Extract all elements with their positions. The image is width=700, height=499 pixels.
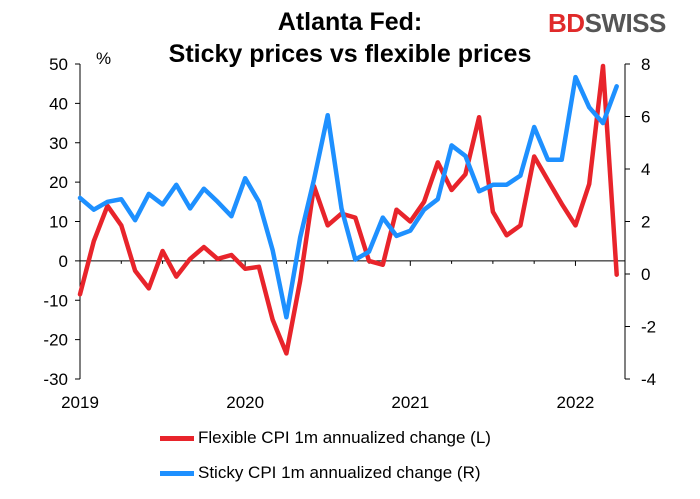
legend-item-flexible: Flexible CPI 1m annualized change (L) xyxy=(160,427,491,449)
right-axis-tick-label: 6 xyxy=(641,108,650,127)
x-axis-tick-label: 2020 xyxy=(226,393,264,412)
left-axis-tick-label: 50 xyxy=(49,55,68,74)
series-line-sticky xyxy=(77,74,619,320)
legend-swatch-sticky xyxy=(160,470,194,476)
left-axis-tick-label: 30 xyxy=(49,134,68,153)
right-axis-tick-label: 4 xyxy=(641,160,650,179)
x-axis-tick-label: 2022 xyxy=(557,393,595,412)
left-axis-tick-label: -10 xyxy=(43,291,68,310)
legend-label-sticky: Sticky CPI 1m annualized change (R) xyxy=(198,463,481,482)
x-axis-tick-label: 2021 xyxy=(391,393,429,412)
right-axis-tick-label: 0 xyxy=(641,265,650,284)
left-axis-tick-label: 0 xyxy=(59,252,68,271)
chart-title-line1: Atlanta Fed: xyxy=(277,8,423,36)
left-axis-tick-label: 20 xyxy=(49,173,68,192)
left-axis-tick-label: -30 xyxy=(43,370,68,389)
brand-logo: BDSWISS xyxy=(548,8,666,39)
left-axis-tick-label: -20 xyxy=(43,331,68,350)
brand-logo-part1: BD xyxy=(548,8,585,38)
left-axis-unit-label: % xyxy=(96,49,111,68)
left-axis-tick-label: 10 xyxy=(49,213,68,232)
legend-swatch-flexible xyxy=(160,435,194,441)
chart-title-line2: Sticky prices vs flexible prices xyxy=(168,40,532,68)
brand-logo-part2: SWISS xyxy=(584,8,667,38)
legend-label-flexible: Flexible CPI 1m annualized change (L) xyxy=(198,428,491,447)
series-line-flexible xyxy=(77,63,619,356)
right-axis-tick-label: 8 xyxy=(641,55,650,74)
legend-item-sticky: Sticky CPI 1m annualized change (R) xyxy=(160,462,481,484)
right-axis-tick-label: -2 xyxy=(641,318,656,337)
right-axis-tick-label: 2 xyxy=(641,213,650,232)
left-axis-tick-label: 40 xyxy=(49,94,68,113)
right-axis-tick-label: -4 xyxy=(641,370,656,389)
x-axis-tick-label: 2019 xyxy=(61,393,99,412)
